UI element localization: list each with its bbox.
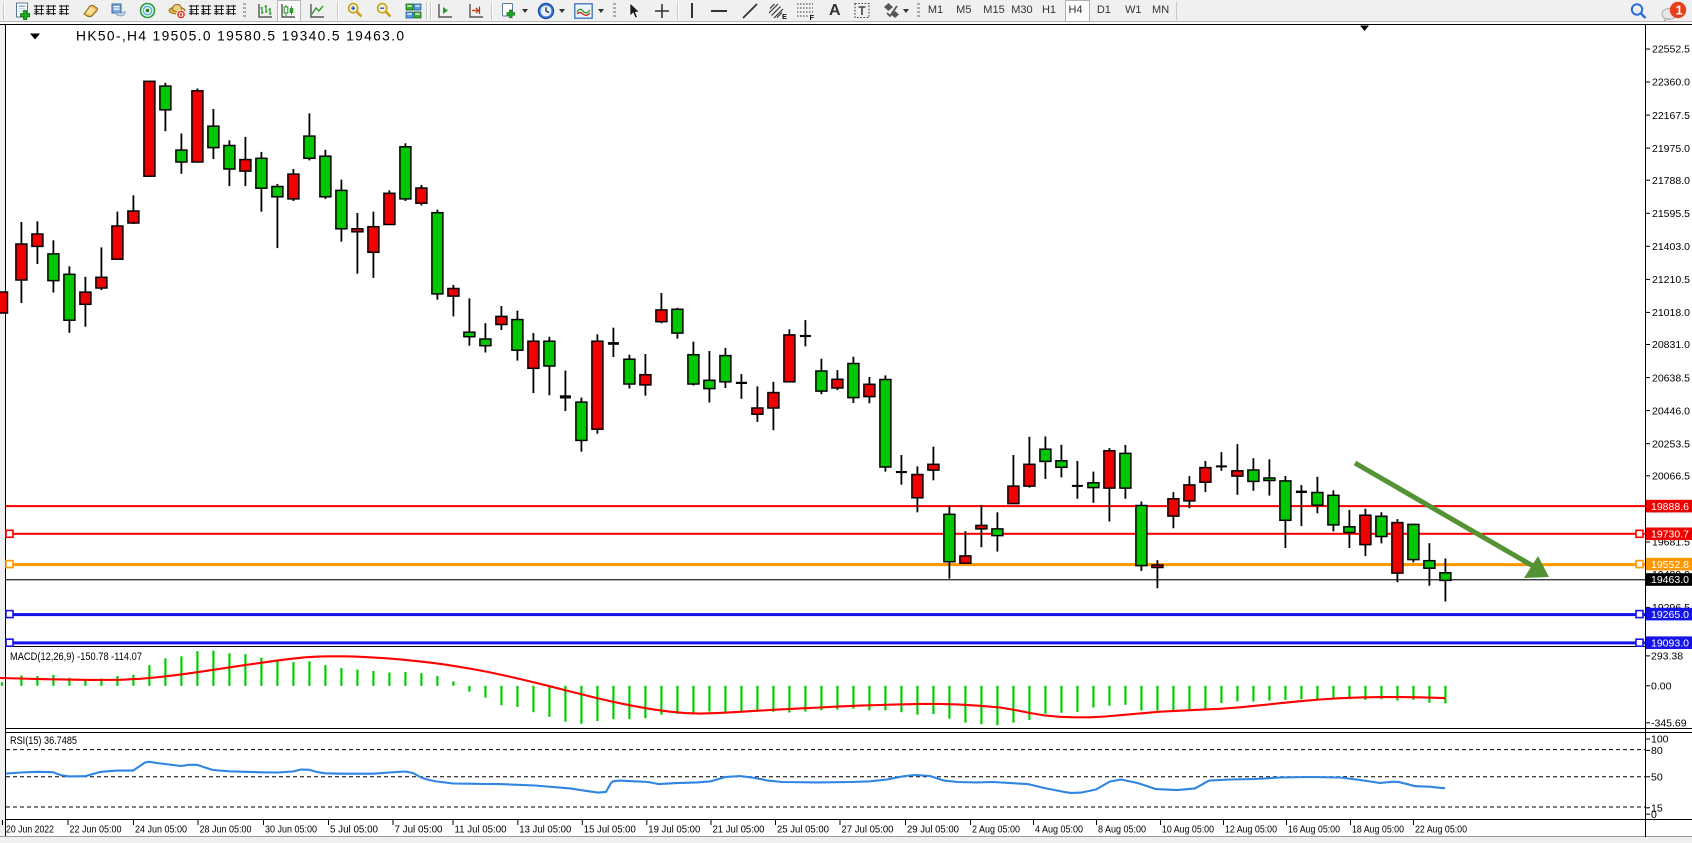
svg-text:MACD(12,26,9) -150.78 -114.07: MACD(12,26,9) -150.78 -114.07	[10, 651, 142, 663]
svg-text:22 Jun 05:00: 22 Jun 05:00	[70, 825, 122, 836]
svg-text:24 Jun 05:00: 24 Jun 05:00	[135, 825, 187, 836]
svg-text:28 Jun 05:00: 28 Jun 05:00	[200, 825, 252, 836]
svg-text:293.38: 293.38	[1651, 651, 1683, 663]
svg-text:29 Jul 05:00: 29 Jul 05:00	[907, 825, 959, 836]
svg-text:50: 50	[1651, 772, 1663, 784]
svg-text:15 Jul 05:00: 15 Jul 05:00	[584, 825, 636, 836]
svg-text:11 Jul 05:00: 11 Jul 05:00	[455, 825, 507, 836]
svg-text:20253.5: 20253.5	[1652, 438, 1690, 450]
svg-text:21788.0: 21788.0	[1652, 175, 1690, 187]
svg-text:20831.0: 20831.0	[1652, 339, 1690, 351]
svg-text:19730.7: 19730.7	[1651, 529, 1689, 541]
svg-text:20 Jun 2022: 20 Jun 2022	[6, 825, 54, 836]
svg-text:100: 100	[1651, 734, 1669, 746]
svg-text:16 Aug 05:00: 16 Aug 05:00	[1288, 825, 1340, 836]
svg-text:12 Aug 05:00: 12 Aug 05:00	[1225, 825, 1277, 836]
svg-text:10 Aug 05:00: 10 Aug 05:00	[1162, 825, 1214, 836]
svg-text:19552.8: 19552.8	[1651, 559, 1689, 571]
svg-text:5 Jul 05:00: 5 Jul 05:00	[330, 825, 378, 836]
svg-text:0: 0	[1651, 809, 1657, 821]
svg-text:19265.0: 19265.0	[1651, 609, 1689, 621]
svg-text:22360.0: 22360.0	[1652, 77, 1690, 89]
svg-text:2 Aug 05:00: 2 Aug 05:00	[972, 825, 1020, 836]
svg-text:HK50-,H4 19505.0 19580.5 1934: HK50-,H4 19505.0 19580.5 19340.5 19463.0	[76, 29, 405, 44]
svg-text:27 Jul 05:00: 27 Jul 05:00	[842, 825, 894, 836]
svg-text:0.00: 0.00	[1651, 681, 1672, 693]
svg-text:20066.5: 20066.5	[1652, 471, 1690, 483]
svg-text:21 Jul 05:00: 21 Jul 05:00	[713, 825, 765, 836]
svg-text:21210.5: 21210.5	[1652, 274, 1690, 286]
svg-text:21975.0: 21975.0	[1652, 143, 1690, 155]
svg-text:15: 15	[1651, 803, 1663, 815]
svg-text:18 Aug 05:00: 18 Aug 05:00	[1352, 825, 1404, 836]
svg-text:25 Jul 05:00: 25 Jul 05:00	[777, 825, 829, 836]
svg-text:20638.5: 20638.5	[1652, 372, 1690, 384]
svg-text:80: 80	[1651, 745, 1663, 757]
svg-text:13 Jul 05:00: 13 Jul 05:00	[519, 825, 571, 836]
svg-text:21403.0: 21403.0	[1652, 241, 1690, 253]
svg-text:19093.0: 19093.0	[1651, 637, 1689, 649]
svg-text:22167.5: 22167.5	[1652, 110, 1690, 122]
svg-text:20446.0: 20446.0	[1652, 405, 1690, 417]
svg-text:F: F	[810, 13, 815, 21]
svg-text:7 Jul 05:00: 7 Jul 05:00	[395, 825, 443, 836]
svg-text:30 Jun 05:00: 30 Jun 05:00	[265, 825, 317, 836]
svg-text:4 Aug 05:00: 4 Aug 05:00	[1035, 825, 1083, 836]
svg-text:-345.69: -345.69	[1651, 718, 1687, 730]
svg-text:1: 1	[1676, 3, 1683, 17]
svg-text:19 Jul 05:00: 19 Jul 05:00	[648, 825, 700, 836]
svg-text:8 Aug 05:00: 8 Aug 05:00	[1098, 825, 1146, 836]
svg-text:19888.6: 19888.6	[1651, 501, 1689, 513]
svg-text:E: E	[782, 12, 787, 21]
svg-text:22 Aug 05:00: 22 Aug 05:00	[1415, 825, 1467, 836]
svg-text:21018.0: 21018.0	[1652, 307, 1690, 319]
svg-text:19463.0: 19463.0	[1651, 574, 1689, 586]
svg-text:21595.5: 21595.5	[1652, 208, 1690, 220]
svg-text:22552.5: 22552.5	[1652, 44, 1690, 56]
svg-text:RSI(15) 36.7485: RSI(15) 36.7485	[10, 735, 77, 747]
